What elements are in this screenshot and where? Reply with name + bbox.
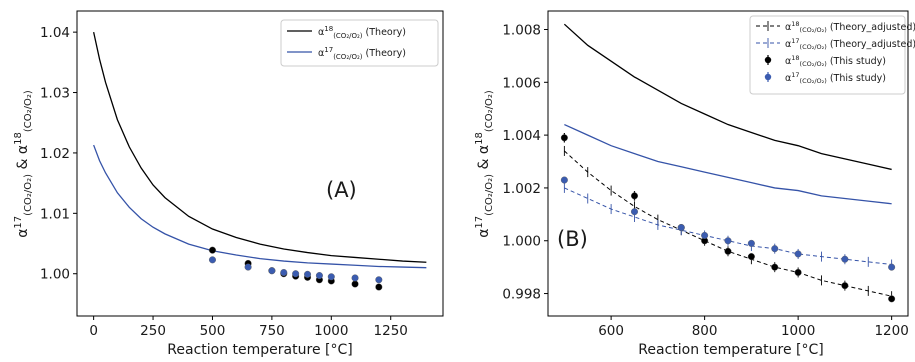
panel-b-data-point	[701, 231, 709, 239]
panel-a-x-tick-label: 0	[89, 323, 98, 339]
panel-a-data-point	[268, 267, 276, 275]
panel-a-y-tick-label: 1.03	[40, 86, 70, 102]
panel-b-data-point	[724, 237, 732, 245]
panel-a-frame	[76, 10, 444, 317]
panel-b-y-axis-label: α17(CO₂/O₂) & α18(CO₂/O₂)	[474, 90, 495, 238]
panel-b-legend-box	[749, 15, 906, 95]
panel-b-chart: 600 800 1000 1200 0.998 1.000 1.002 1.004 1.006 1…	[474, 10, 915, 358]
panel-a-data-point	[208, 246, 216, 254]
panel-a-data-point	[351, 274, 359, 282]
panel-a-x-tick-label: 750	[259, 323, 285, 339]
legend-entry-label: α17(CO₂/O₂) (Theory)	[318, 46, 406, 61]
panel-b-data-point	[630, 208, 638, 216]
panel-b-series-line	[564, 123, 892, 205]
panel-b-data-point	[888, 295, 896, 303]
panel-b-data-point	[841, 255, 849, 263]
panel-b-x-tick-label: 600	[598, 323, 624, 339]
panel-a-data-point	[351, 280, 359, 288]
panel-b-data-point	[794, 268, 802, 276]
panel-b-data-point	[841, 282, 849, 290]
panel-b-data-point	[888, 263, 896, 271]
panel-b-data-point	[630, 192, 638, 200]
panel-b-series-line	[563, 23, 892, 171]
panel-a-data-point	[315, 272, 323, 280]
panel-b-data-point	[794, 250, 802, 258]
panel-a-legend: α18(CO₂/O₂) (Theory) α17(CO₂/O₂) (Theory)	[280, 19, 439, 67]
panel-a-x-axis-label: Reaction temperature [°C]	[167, 342, 352, 358]
panel-b-y-tick-label: 1.002	[502, 181, 541, 197]
panel-a-data-point	[375, 276, 383, 284]
panel-a-x-tick-label: 500	[200, 323, 226, 339]
panel-b-y-tick-label: 1.004	[502, 128, 541, 144]
legend-swatch-marker	[764, 56, 772, 64]
panel-a-y-axis-label: α17(CO₂/O₂) & α18(CO₂/O₂)	[13, 90, 34, 238]
panel-b-legend: α18(CO₂/O₂) (Theory_adjusted) α17(CO₂/O₂)…	[749, 15, 915, 95]
panel-a-series-line	[93, 32, 427, 263]
panel-a-x-tick-label: 250	[140, 323, 166, 339]
legend-entry-label: α18(CO₂/O₂) (This study)	[785, 54, 886, 68]
panel-b-y-tick-label: 1.008	[502, 22, 541, 38]
panel-a-label: (A)	[326, 178, 357, 202]
panel-b-x-tick-label: 1000	[781, 323, 815, 339]
panel-b-data-point	[560, 176, 568, 184]
panel-b-y-tick-label: 1.006	[502, 75, 541, 91]
panel-b-adjusted-line	[564, 150, 892, 297]
panel-a-data-point	[292, 270, 300, 278]
panel-a-data-point	[208, 256, 216, 264]
panel-b-data-point	[724, 247, 732, 255]
panel-a-legend-box	[280, 19, 439, 67]
panel-a-chart: 0 250 500 750 1000 1250 1.00 1.01 1.02 1.03 1.04 (…	[13, 10, 444, 358]
panel-b-adjusted-line	[564, 187, 892, 266]
legend-entry-label: α17(CO₂/O₂) (Theory_adjusted)	[785, 37, 915, 51]
panel-b-x-axis-label: Reaction temperature [°C]	[638, 342, 823, 358]
panel-a-data-point	[304, 270, 312, 278]
panel-b-data-point	[771, 245, 779, 253]
legend-entry-label: α18(CO₂/O₂) (Theory_adjusted)	[785, 20, 915, 34]
panel-a-y-tick-label: 1.01	[40, 206, 70, 222]
panel-b-y-tick-label: 0.998	[502, 287, 541, 303]
legend-entry-label: α17(CO₂/O₂) (This study)	[785, 71, 886, 85]
panel-a-series-line	[93, 144, 427, 269]
panel-b-x-tick-label: 800	[692, 323, 718, 339]
panel-a-data-point	[244, 263, 252, 271]
legend-entry-label: α18(CO₂/O₂) (Theory)	[318, 25, 406, 40]
panel-b-data-point	[771, 263, 779, 271]
panel-a-y-tick-label: 1.04	[40, 25, 70, 41]
panel-a-data-point	[280, 269, 288, 277]
panel-b-frame	[547, 10, 909, 317]
panel-b-data-point	[747, 239, 755, 247]
panel-a-y-tick-label: 1.02	[40, 146, 70, 162]
panel-b-y-tick-label: 1.000	[502, 234, 541, 250]
panel-b-data-point	[560, 134, 568, 142]
panel-a-data-point	[327, 273, 335, 281]
panel-a-data-point	[375, 283, 383, 291]
panel-b-label: (B)	[557, 227, 588, 251]
panel-a-y-tick-label: 1.00	[40, 267, 70, 283]
panel-b-x-tick-label: 1200	[874, 323, 908, 339]
panel-a-x-tick-label: 1000	[314, 323, 348, 339]
panel-a-x-tick-label: 1250	[374, 323, 408, 339]
legend-swatch-marker	[764, 73, 772, 81]
panel-b-data-point	[747, 253, 755, 261]
panel-b-data-point	[677, 224, 685, 232]
